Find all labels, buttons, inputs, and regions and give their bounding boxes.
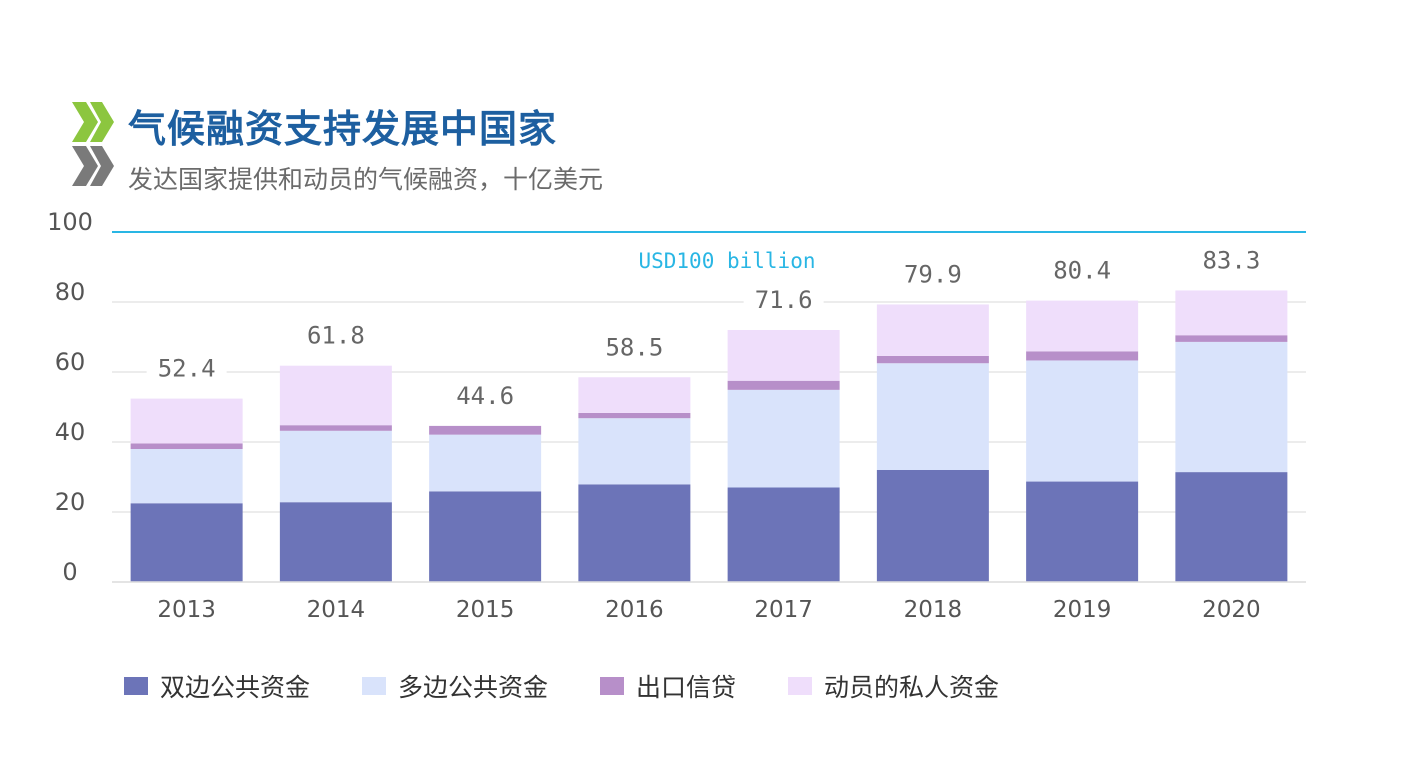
bar-segment-export-credit <box>279 425 392 431</box>
bar-segment-export-credit <box>876 355 989 364</box>
total-label-bg <box>1191 246 1272 277</box>
x-tick-label: 2020 <box>1202 597 1261 623</box>
legend-swatch <box>362 677 387 695</box>
bar-segment-multilateral <box>578 418 691 485</box>
total-label-bg <box>445 381 526 412</box>
bar-segment-bilateral <box>429 491 542 582</box>
total-label-bg <box>1042 256 1123 287</box>
bar-total-label: 83.3 <box>1202 246 1260 274</box>
x-tick-label: 2016 <box>605 597 664 623</box>
bar-segment-bilateral <box>876 470 989 582</box>
bar-segment-export-credit <box>130 443 243 449</box>
chart-subtitle: 发达国家提供和动员的气候融资，十亿美元 <box>128 165 604 194</box>
bar-segment-export-credit <box>429 425 542 435</box>
bar-segment-multilateral <box>1026 360 1139 482</box>
bar-segment-bilateral <box>1026 481 1139 582</box>
bar-total-label: 61.8 <box>307 322 365 350</box>
legend-label: 双边公共资金 <box>160 673 311 702</box>
x-tick-label: 2018 <box>904 597 963 623</box>
y-tick-label: 80 <box>55 278 86 306</box>
bar-segment-bilateral <box>1175 472 1288 582</box>
y-tick-label: 20 <box>55 488 86 516</box>
bar-total-label: 58.5 <box>605 333 663 361</box>
bar-total-label: 79.9 <box>904 260 962 288</box>
bar-segment-bilateral <box>578 484 691 582</box>
legend: 双边公共资金 多边公共资金 出口信贷 动员的私人资金 <box>124 668 1051 704</box>
bar-total-label: 71.6 <box>755 286 813 314</box>
bar-segment-multilateral <box>876 363 989 470</box>
bar-segment-multilateral <box>429 434 542 492</box>
bar-total-label: 44.6 <box>456 382 514 410</box>
bar-segment-private <box>130 398 243 444</box>
x-tick-label: 2017 <box>754 597 813 623</box>
legend-item-multilateral: 多边公共资金 <box>362 668 548 704</box>
x-tick-label: 2014 <box>307 597 366 623</box>
x-tick-label: 2019 <box>1053 597 1112 623</box>
y-tick-label: 100 <box>47 208 93 236</box>
total-label-bg <box>146 354 227 385</box>
total-label-bg <box>295 321 376 352</box>
bar-segment-bilateral <box>279 502 392 582</box>
bar-segment-private <box>1175 290 1288 336</box>
bar-segment-multilateral <box>130 449 243 504</box>
bar-segment-export-credit <box>578 412 691 419</box>
bar-segment-private <box>876 304 989 356</box>
bar-segment-private <box>1026 300 1139 352</box>
bar-segment-private <box>279 365 392 426</box>
chart-title: 气候融资支持发展中国家 <box>128 107 558 151</box>
legend-item-private: 动员的私人资金 <box>788 668 999 704</box>
x-tick-label: 2015 <box>456 597 515 623</box>
total-label-bg <box>892 260 973 291</box>
total-label-bg <box>743 286 824 316</box>
bar-total-label: 52.4 <box>158 355 216 383</box>
legend-label: 动员的私人资金 <box>824 673 1000 702</box>
total-label-bg <box>594 333 675 364</box>
legend-item-bilateral: 双边公共资金 <box>124 668 310 704</box>
bar-segment-multilateral <box>1175 341 1288 473</box>
target-label: USD100 billion <box>638 249 815 273</box>
bar-segment-bilateral <box>130 503 243 582</box>
bar-segment-multilateral <box>279 430 392 503</box>
y-tick-label: 0 <box>62 558 77 586</box>
bar-total-label: 80.4 <box>1053 257 1111 285</box>
legend-label: 多边公共资金 <box>398 673 549 702</box>
x-tick-label: 2013 <box>157 597 216 623</box>
bar-segment-export-credit <box>727 380 840 390</box>
legend-swatch <box>124 677 148 695</box>
legend-swatch <box>788 677 813 695</box>
y-tick-label: 60 <box>55 348 86 376</box>
bar-segment-multilateral <box>727 389 840 488</box>
bar-segment-private <box>727 330 840 381</box>
legend-item-export-credit: 出口信贷 <box>600 668 736 704</box>
y-tick-label: 40 <box>55 418 86 446</box>
bar-segment-export-credit <box>1026 351 1139 361</box>
oecd-chevron-logo-icon <box>68 100 120 194</box>
legend-label: 出口信贷 <box>636 673 737 702</box>
legend-swatch <box>600 677 625 695</box>
bar-segment-bilateral <box>727 487 840 582</box>
bar-segment-export-credit <box>1175 335 1288 342</box>
bar-segment-private <box>578 377 691 413</box>
